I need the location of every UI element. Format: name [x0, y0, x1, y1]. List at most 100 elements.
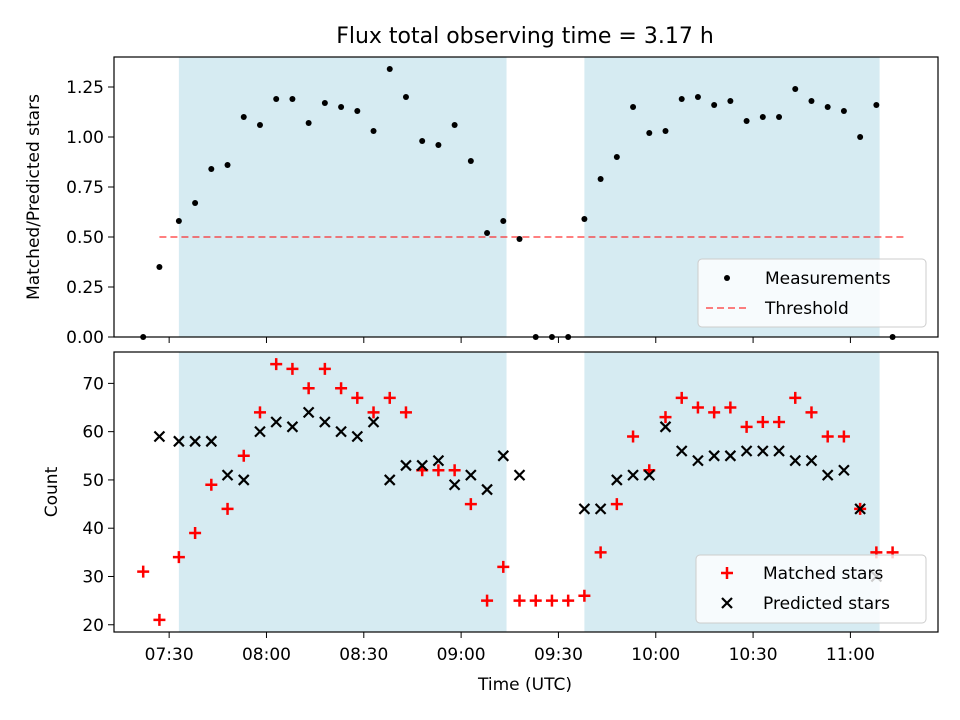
measurement-point [419, 138, 426, 144]
matched-star-point [708, 406, 721, 419]
measurement-point [156, 264, 163, 270]
measurement-point [711, 102, 718, 108]
matched-star-point [383, 391, 396, 404]
y-tick-label: 30 [82, 567, 104, 587]
predicted-star-point [805, 454, 818, 467]
top-shaded-spans [178, 57, 880, 337]
predicted-star-point [465, 469, 477, 481]
matched-star-point [659, 411, 672, 424]
matched-star-point [153, 613, 166, 626]
matched-star-point [237, 449, 250, 462]
matched-star-point [481, 594, 494, 607]
bottom-panel: 20 30 40 50 60 70 07:30 08:00 08:30 09:00 09:30 10… [42, 351, 939, 695]
measurement-point [727, 98, 734, 104]
legend-marker-measurements [724, 275, 730, 281]
measurement-point [581, 216, 588, 222]
predicted-star-point [497, 450, 510, 462]
matched-star-point [627, 430, 640, 443]
matched-star-point [562, 594, 575, 607]
x-tick-label: 10:30 [729, 645, 778, 665]
measurement-point [370, 128, 377, 134]
measurement-point [808, 98, 815, 104]
measurement-point [451, 122, 458, 128]
y-tick-label: 60 [82, 423, 104, 443]
legend-marker-matched [721, 567, 733, 579]
y-tick-label: 0.50 [66, 228, 104, 248]
matched-star-point [448, 464, 461, 477]
predicted-star-point [643, 469, 656, 481]
y-tick-label: 40 [82, 519, 104, 539]
matched-star-point [270, 358, 283, 371]
predicted-star-point [237, 474, 250, 486]
matched-star-point [221, 502, 234, 515]
matched-star-point [335, 382, 348, 395]
bottom-x-ticks: 07:30 08:00 08:30 09:00 09:30 10:00 10:30 11:00 [145, 632, 875, 665]
predicted-star-point [383, 474, 396, 486]
matched-star-point [432, 464, 445, 477]
matched-star-point [821, 430, 834, 443]
measurement-point [873, 102, 880, 108]
predicted-star-point [659, 421, 672, 433]
matched-star-point [205, 478, 218, 491]
predicted-star-point [594, 503, 607, 515]
predicted-star-point [335, 425, 347, 438]
y-tick-label: 70 [82, 374, 104, 394]
top-y-ticks: 0.00 0.25 0.50 0.75 1.00 1.25 [66, 78, 114, 348]
measurement-point [500, 218, 507, 224]
measurement-point [240, 114, 247, 120]
matched-star-point [756, 416, 769, 428]
predicted-star-point [627, 469, 639, 481]
matched-star-point [691, 401, 704, 414]
measurement-point [840, 108, 847, 114]
observing-span [178, 352, 507, 632]
matched-star-point [497, 560, 510, 573]
measurement-point [435, 142, 442, 148]
measurement-point [613, 154, 620, 160]
measurement-point [305, 120, 312, 126]
x-tick-label: 11:00 [826, 645, 875, 665]
top-legend-box [697, 258, 927, 328]
predicted-star-point [692, 454, 704, 467]
predicted-star-point [854, 503, 866, 515]
y-tick-label: 1.00 [66, 128, 104, 148]
predicted-star-point [367, 416, 380, 428]
x-tick-label: 09:30 [534, 645, 583, 665]
measurement-point [289, 96, 296, 102]
top-legend: Measurements Threshold [697, 258, 927, 328]
matched-star-point [594, 546, 607, 559]
predicted-star-point [302, 406, 315, 419]
top-panel: 0.00 0.25 0.50 0.75 1.00 1.25 Matched/Predict… [24, 56, 939, 348]
matched-star-point [464, 498, 477, 511]
predicted-star-point [416, 459, 428, 472]
measurement-point [662, 128, 669, 134]
matched-star-point [740, 420, 753, 433]
chart-title: Flux total observing time = 3.17 h [336, 24, 714, 49]
matched-star-point [318, 362, 331, 375]
predicted-star-point [351, 430, 364, 443]
predicted-star-point [838, 464, 850, 477]
legend-label-threshold: Threshold [764, 299, 849, 319]
bottom-y-ticks: 20 30 40 50 60 70 [82, 374, 114, 636]
y-tick-label: 0.25 [66, 278, 104, 298]
predicted-star-point [481, 483, 493, 496]
bottom-x-label: Time (UTC) [477, 675, 572, 695]
predicted-star-point [773, 445, 785, 457]
legend-marker-predicted [721, 597, 733, 609]
measurement-point [484, 230, 491, 236]
predicted-star-point [740, 445, 753, 457]
measurement-point [354, 108, 361, 114]
observing-span [178, 57, 507, 337]
measurement-point [759, 114, 766, 120]
measurement-point [857, 134, 864, 140]
measurement-point [402, 94, 409, 100]
predicted-star-point [286, 421, 299, 433]
matched-star-point [172, 551, 185, 564]
top-x-ticks [168, 337, 851, 343]
matched-stars-points [137, 358, 899, 626]
top-y-label: Matched/Predicted stars [24, 94, 44, 300]
x-tick-label: 08:00 [242, 645, 291, 665]
predicted-star-point [611, 474, 623, 486]
matched-star-point [351, 391, 364, 404]
measurement-point [646, 130, 653, 136]
